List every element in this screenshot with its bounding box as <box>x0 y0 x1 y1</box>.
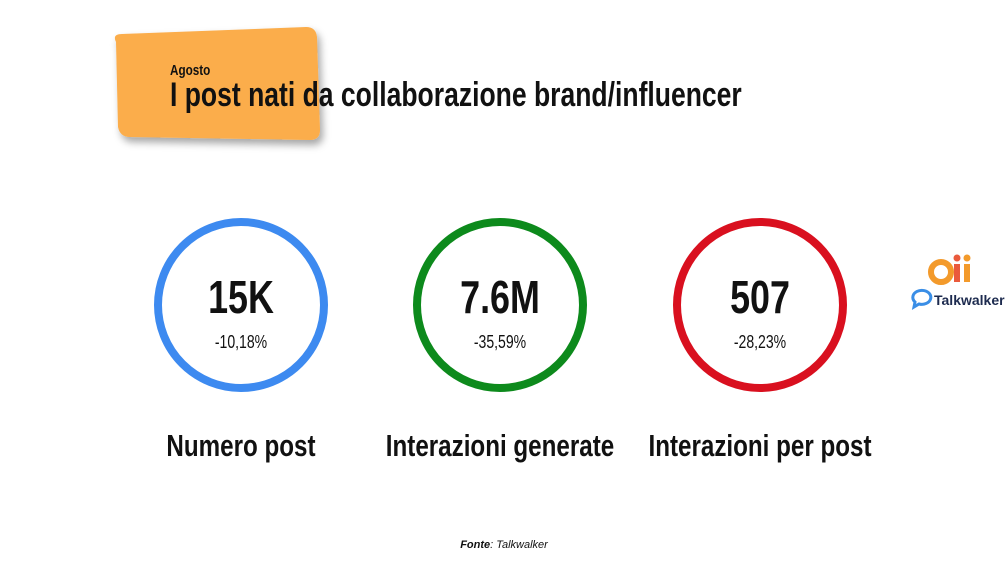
kpi-label: Numero post <box>166 428 316 463</box>
title: I post nati da collaborazione brand/infl… <box>170 76 742 114</box>
title-badge <box>114 27 320 140</box>
kpi-label: Interazioni per post <box>648 428 872 463</box>
kpi-change: -28,23% <box>733 332 787 352</box>
kpi-value: 15K <box>208 271 274 323</box>
kpi-change: -10,18% <box>214 332 268 352</box>
source-text: : Talkwalker <box>490 539 548 551</box>
talkwalker-icon <box>911 288 933 311</box>
logo-text: Talkwalker <box>934 292 1005 308</box>
kpi-ring <box>154 218 328 392</box>
kpi-label: Interazioni generate <box>385 428 615 463</box>
source-label: Fonte <box>460 539 491 551</box>
oii-logo <box>928 254 971 285</box>
kpi-ring <box>413 218 587 392</box>
kpi-value: 507 <box>730 271 790 323</box>
kpi-ring <box>673 218 847 392</box>
subtitle: Agosto <box>170 62 211 79</box>
source: Fonte: Talkwalker <box>0 539 1008 551</box>
kpi-change: -35,59% <box>473 332 527 352</box>
kpi-value: 7.6M <box>460 271 540 323</box>
